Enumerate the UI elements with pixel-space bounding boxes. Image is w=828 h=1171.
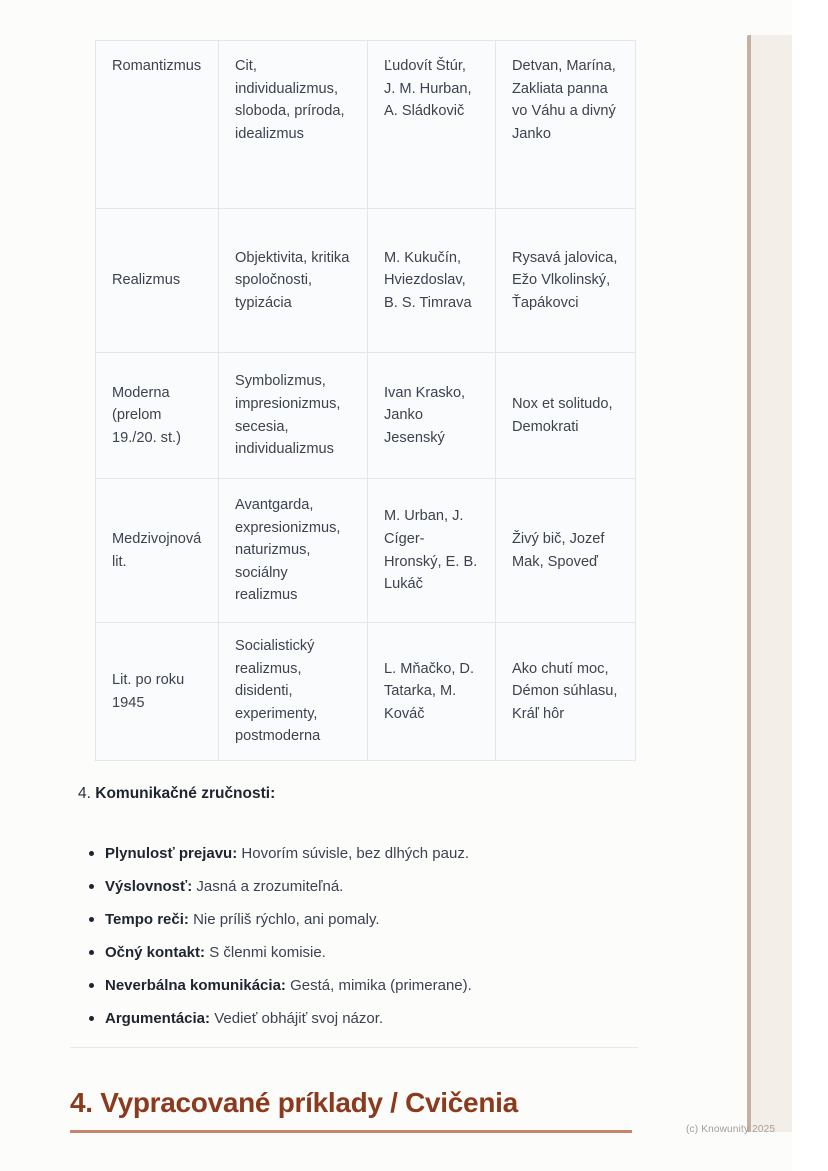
table-row: Romantizmus Cit, individualizmus, slobod… [95, 40, 636, 209]
list-item: Plynulosť prejavu: Hovorím súvisle, bez … [89, 843, 643, 864]
list-number: 4. [78, 785, 91, 802]
item-text: S členmi komisie. [209, 944, 326, 961]
cell-authors: M. Urban, J. Cíger-Hronský, E. B. Lukáč [367, 478, 496, 623]
cell-period: Romantizmus [95, 40, 219, 209]
cell-period: Realizmus [95, 208, 219, 353]
cell-period: Moderna (prelom 19./20. st.) [95, 352, 219, 479]
section-title-text: Komunikačné zručnosti: [95, 785, 276, 802]
list-item: Výslovnosť: Jasná a zrozumiteľná. [89, 876, 643, 897]
list-item: Argumentácia: Vedieť obhájiť svoj názor. [89, 1008, 643, 1029]
item-label: Tempo reči: [105, 911, 189, 928]
cell-authors: Ivan Krasko, Janko Jesenský [367, 352, 496, 479]
section-title: 4. Komunikačné zručnosti: [78, 783, 643, 804]
cell-features: Symbolizmus, impresionizmus, secesia, in… [218, 352, 368, 479]
cell-works: Rysavá jalovica, Ežo Vlkolinský, Ťapákov… [495, 208, 636, 353]
item-text: Vedieť obhájiť svoj názor. [214, 1010, 384, 1027]
table-row: Moderna (prelom 19./20. st.) Symbolizmus… [95, 352, 636, 479]
cell-period: Lit. po roku 1945 [95, 621, 219, 762]
table-row: Medzivojnová lit. Avantgarda, expresioni… [95, 478, 636, 623]
item-label: Výslovnosť: [105, 878, 193, 895]
item-label: Neverbálna komunikácia: [105, 977, 286, 994]
list-item: Tempo reči: Nie príliš rýchlo, ani pomal… [89, 909, 643, 930]
cell-period: Medzivojnová lit. [95, 478, 219, 623]
item-text: Jasná a zrozumiteľná. [196, 878, 344, 895]
table-row: Realizmus Objektivita, kritika spoločnos… [95, 208, 636, 353]
heading-underline [70, 1130, 632, 1133]
cell-authors: M. Kukučín, Hviezdoslav, B. S. Timrava [367, 208, 496, 353]
literature-periods-table: Romantizmus Cit, individualizmus, slobod… [95, 40, 636, 762]
page-edge-decoration [747, 35, 792, 1132]
cell-features: Avantgarda, expresionizmus, naturizmus, … [218, 478, 368, 623]
item-text: Gestá, mimika (primerane). [290, 977, 472, 994]
cell-authors: L. Mňačko, D. Tatarka, M. Kováč [367, 621, 496, 762]
communication-skills-section: 4. Komunikačné zručnosti: Plynulosť prej… [78, 783, 643, 1041]
item-label: Plynulosť prejavu: [105, 845, 238, 862]
copyright-watermark: (c) Knowunity 2025 [686, 1124, 776, 1135]
skills-list: Plynulosť prejavu: Hovorím súvisle, bez … [78, 843, 643, 1029]
cell-works: Detvan, Marína, Zakliata panna vo Váhu a… [495, 40, 636, 209]
list-item: Očný kontakt: S členmi komisie. [89, 942, 643, 963]
item-text: Nie príliš rýchlo, ani pomaly. [193, 911, 380, 928]
cell-authors: Ľudovít Štúr, J. M. Hurban, A. Sládkovič [367, 40, 496, 209]
cell-works: Nox et solitudo, Demokrati [495, 352, 636, 479]
item-label: Argumentácia: [105, 1010, 211, 1027]
item-text: Hovorím súvisle, bez dlhých pauz. [241, 845, 469, 862]
cell-works: Živý bič, Jozef Mak, Spoveď [495, 478, 636, 623]
cell-features: Objektivita, kritika spoločnosti, typizá… [218, 208, 368, 353]
literature-periods-table-wrap: Romantizmus Cit, individualizmus, slobod… [95, 40, 636, 762]
table-row: Lit. po roku 1945 Socialistický realizmu… [95, 621, 636, 762]
cell-works: Ako chutí moc, Démon súhlasu, Kráľ hôr [495, 621, 636, 762]
item-label: Očný kontakt: [105, 944, 206, 961]
page-title: 4. Vypracované príklady / Cvičenia [70, 1087, 518, 1118]
list-item: Neverbálna komunikácia: Gestá, mimika (p… [89, 975, 643, 996]
section-divider [70, 1047, 638, 1048]
cell-features: Cit, individualizmus, sloboda, príroda, … [218, 40, 368, 209]
cell-features: Socialistický realizmus, disidenti, expe… [218, 621, 368, 762]
page-edge-background [792, 0, 828, 1171]
